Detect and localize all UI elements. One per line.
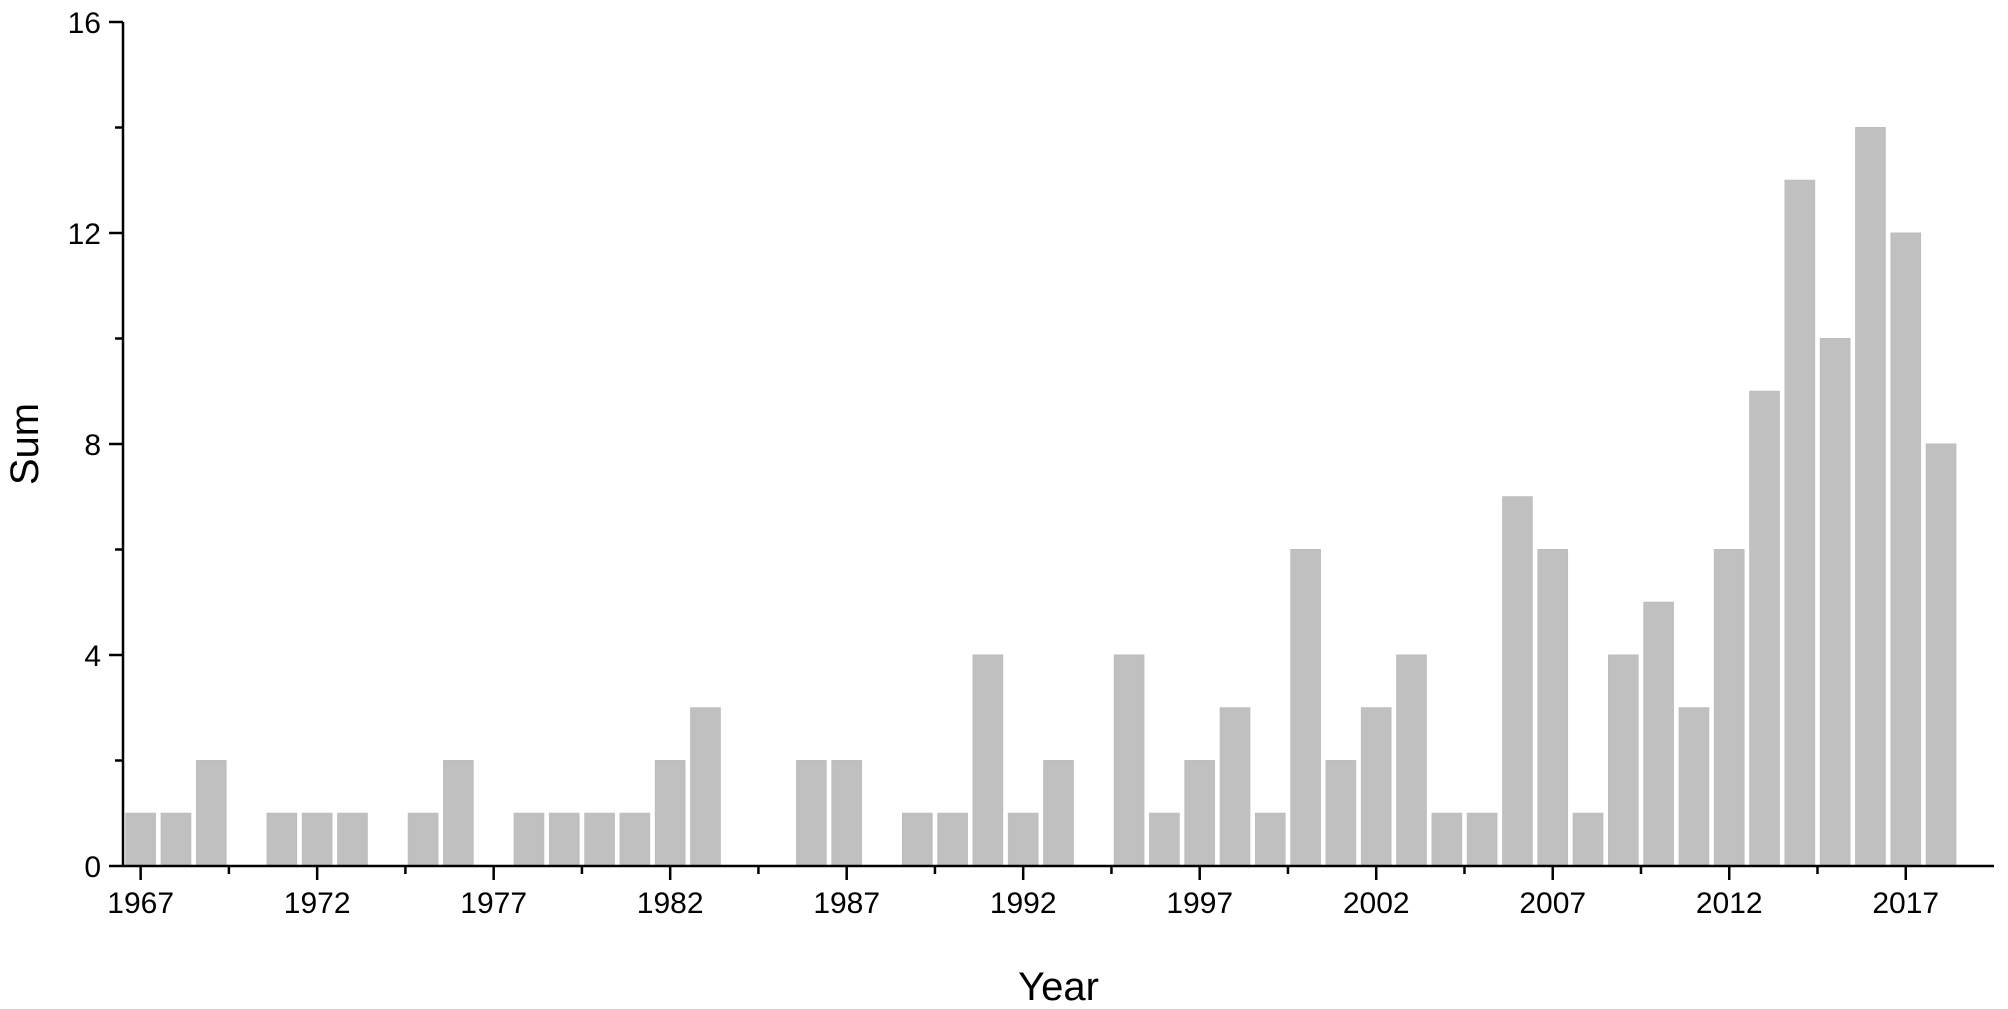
bar-2001 [1325,760,1357,867]
y-axis-ticks: 0 4 8 12 16 [68,7,123,884]
y-tick-label-16: 16 [68,7,101,40]
bar-1993 [1043,760,1074,867]
bar-1999 [1254,812,1286,867]
y-tick-label-12: 12 [68,218,101,251]
bar-1980 [584,812,615,867]
x-tick-label-1977: 1977 [460,887,527,920]
bar-1996 [1149,812,1180,867]
bar-1967 [125,812,156,867]
x-tick-label-1982: 1982 [637,887,704,920]
y-tick-label-4: 4 [84,640,101,673]
bar-1982 [654,760,686,867]
bar-1971 [266,812,298,867]
bar-1995 [1113,654,1145,867]
x-tick-label-1967: 1967 [107,887,174,920]
bar-2015 [1819,338,1851,867]
bar-2003 [1396,654,1427,867]
x-tick-label-1992: 1992 [990,887,1057,920]
bar-1989 [901,812,933,867]
bar-1981 [619,812,651,867]
bar-1983 [690,707,721,867]
bar-1973 [337,812,368,867]
bar-2010 [1643,601,1674,867]
bar-1969 [195,760,227,867]
bar-2006 [1502,496,1533,867]
x-tick-label-2007: 2007 [1519,887,1586,920]
bar-2017 [1890,232,1922,867]
bar-2018 [1925,443,1957,867]
bar-1990 [937,812,968,867]
x-axis-title: Year [1018,965,1099,1009]
bar-1991 [972,654,1004,867]
x-tick-label-2012: 2012 [1696,887,1763,920]
bar-2016 [1855,127,1886,867]
bar-2013 [1749,390,1780,867]
x-axis-ticks: 1967 1972 1977 1982 1987 1992 1997 2002 2007 2012… [107,866,1939,920]
bar-1998 [1219,707,1251,867]
bar-1975 [407,812,439,867]
bar-2012 [1713,549,1745,867]
bar-2008 [1572,812,1604,867]
bar-2004 [1431,812,1463,867]
bar-1968 [160,812,192,867]
bar-2005 [1466,812,1498,867]
y-tick-label-8: 8 [84,429,101,462]
bar-1997 [1184,760,1216,867]
bar-1986 [796,760,827,867]
bar-2009 [1608,654,1639,867]
x-tick-label-1972: 1972 [284,887,351,920]
bar-1987 [831,760,863,867]
x-tick-label-2017: 2017 [1872,887,1939,920]
bar-1979 [548,812,580,867]
bar-1978 [513,812,545,867]
bars-group [125,127,1957,867]
bar-2000 [1290,549,1321,867]
bar-1972 [301,812,333,867]
y-axis-title: Sum [3,403,47,485]
x-tick-label-1997: 1997 [1166,887,1233,920]
bar-2002 [1360,707,1392,867]
x-tick-label-2002: 2002 [1343,887,1410,920]
bar-1976 [443,760,474,867]
axes-group [121,22,1994,868]
bar-2014 [1784,179,1816,867]
bar-1992 [1007,812,1039,867]
x-tick-label-1987: 1987 [813,887,880,920]
y-tick-label-0: 0 [84,851,101,884]
bar-2011 [1678,707,1710,867]
bar-2007 [1537,549,1569,867]
